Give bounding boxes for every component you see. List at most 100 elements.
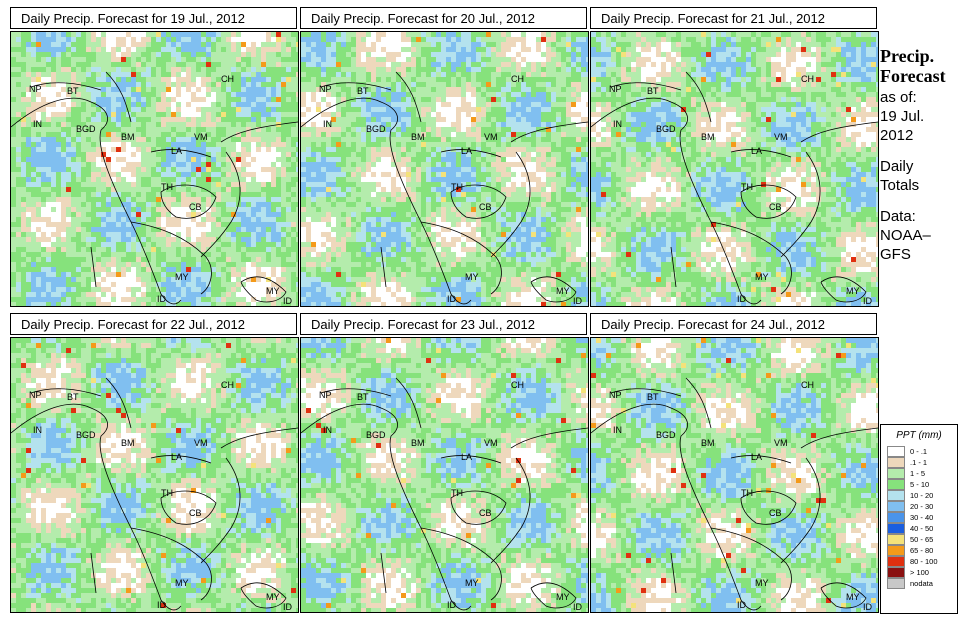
data-source-2: GFS: [880, 246, 911, 263]
coastline-border: [591, 97, 762, 305]
country-label: CH: [511, 74, 524, 84]
coastline-border: [440, 455, 502, 464]
legend-label: 10 - 20: [910, 491, 934, 500]
coastline-border: [150, 149, 212, 158]
country-label: BGD: [656, 430, 676, 440]
country-label: BGD: [366, 430, 386, 440]
legend-swatch: [887, 512, 905, 523]
country-label: ID: [157, 294, 167, 304]
coastline-border: [530, 582, 577, 609]
coastline-border: [800, 121, 878, 143]
totals-label: Totals: [880, 177, 920, 194]
country-label: MY: [175, 272, 189, 282]
coastline-border: [160, 490, 217, 525]
country-label: CB: [189, 202, 202, 212]
data-label: Data:: [880, 208, 916, 225]
panel-title: Daily Precip. Forecast for 19 Jul., 2012: [10, 7, 297, 29]
coastline-border: [90, 552, 97, 594]
country-label: BT: [357, 86, 369, 96]
country-label: ID: [283, 602, 293, 612]
country-label: TH: [741, 488, 753, 498]
panel-title: Daily Precip. Forecast for 23 Jul., 2012: [300, 313, 587, 335]
legend-swatch: [887, 457, 905, 468]
coastline-border: [130, 527, 212, 601]
panel-title: Daily Precip. Forecast for 22 Jul., 2012: [10, 313, 297, 335]
coastline-border: [240, 276, 287, 303]
daily-label: Daily: [880, 158, 914, 175]
country-label: MY: [556, 286, 570, 296]
country-label: BT: [647, 86, 659, 96]
legend-item: 1 - 5: [887, 468, 957, 479]
country-label: MY: [846, 592, 860, 602]
coastline-border: [11, 97, 182, 305]
precip-field: [301, 32, 588, 306]
country-label: IN: [613, 425, 622, 435]
country-label: MY: [266, 592, 280, 602]
country-label: IN: [323, 425, 332, 435]
legend-swatch: [887, 501, 905, 512]
precip-field: [591, 338, 878, 612]
coastline-border: [800, 427, 878, 449]
legend-label: 5 - 10: [910, 480, 930, 489]
coastline-border: [240, 582, 287, 609]
coastline-border: [380, 552, 387, 594]
legend-label: > 100: [910, 568, 929, 577]
legend-item: 20 - 30: [887, 501, 957, 512]
country-label: LA: [171, 146, 182, 156]
country-label: TH: [451, 182, 463, 192]
coastline-border: [105, 377, 132, 429]
legend-swatch: [887, 556, 905, 567]
country-label: TH: [741, 182, 753, 192]
coastline-border: [820, 276, 867, 303]
legend-swatch: [887, 446, 905, 457]
country-label: ID: [573, 296, 583, 306]
sidebar-info: Precip. Forecast as of: 19 Jul. 2012 Dai…: [880, 46, 965, 264]
legend-item: > 100: [887, 567, 957, 578]
coastline-border: [780, 151, 821, 258]
coastline-border: [780, 457, 821, 564]
legend-label: nodata: [910, 579, 933, 588]
legend-label: .1 - 1: [910, 458, 928, 467]
legend-item: 0 - .1: [887, 446, 957, 457]
country-label: LA: [751, 146, 762, 156]
country-label: MY: [755, 578, 769, 588]
legend-swatch: [887, 479, 905, 490]
country-label: NP: [609, 84, 622, 94]
coastline-border: [440, 149, 502, 158]
country-label: IN: [613, 119, 622, 129]
legend-label: 30 - 40: [910, 513, 934, 522]
sidebar-title-line2: Forecast: [880, 66, 946, 86]
precip-map: NP BT IN BGD BM VM LA CH TH CB MY ID MY ID: [590, 337, 879, 613]
legend-swatch: [887, 490, 905, 501]
legend-item: nodata: [887, 578, 957, 589]
coastline-border: [710, 527, 792, 601]
precip-legend: PPT (mm) 0 - .1 .1 - 1 1 - 5 5 - 10 10 - 20 2…: [880, 424, 958, 614]
coastline-border: [160, 184, 217, 219]
precip-field: [301, 338, 588, 612]
precip-field: [11, 338, 298, 612]
country-label: IN: [33, 119, 42, 129]
country-label: BT: [67, 86, 79, 96]
country-label: VM: [484, 132, 498, 142]
country-label: BGD: [76, 430, 96, 440]
coastline-border: [200, 151, 241, 258]
country-label: NP: [29, 84, 42, 94]
legend-item: 65 - 80: [887, 545, 957, 556]
coastline-border: [670, 246, 677, 288]
country-label: MY: [755, 272, 769, 282]
coastline-border: [301, 97, 472, 305]
coastline-border: [730, 149, 792, 158]
coastline-border: [320, 388, 392, 397]
precip-map: NP BT IN BGD BM VM LA CH TH CB MY ID MY ID: [300, 31, 589, 307]
country-label: CH: [221, 380, 234, 390]
country-label: ID: [283, 296, 293, 306]
country-label: CH: [801, 380, 814, 390]
coastline-border: [11, 403, 182, 611]
country-label: CB: [769, 508, 782, 518]
precip-map: NP BT IN BGD BM VM LA CH TH CB MY ID MY ID: [10, 337, 299, 613]
legend-item: 40 - 50: [887, 523, 957, 534]
country-label: MY: [846, 286, 860, 296]
legend-item: 50 - 65: [887, 534, 957, 545]
country-label: CB: [479, 508, 492, 518]
